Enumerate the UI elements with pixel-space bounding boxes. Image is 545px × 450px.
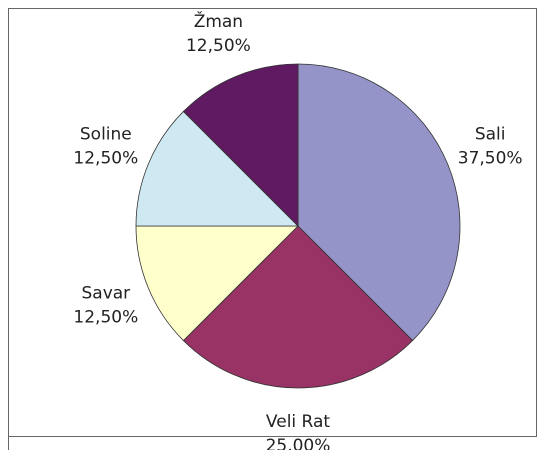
slice-name: Žman (194, 10, 243, 32)
slice-name: Sali (475, 124, 506, 144)
slice-name: Soline (80, 124, 132, 144)
slice-value-label: 12,50% (73, 308, 138, 328)
frame (8, 8, 537, 437)
pie-slice (182, 63, 299, 227)
slice-value-label: 37,50% (458, 148, 523, 168)
pie-slice (135, 225, 299, 342)
slice-value-label: 12,50% (186, 36, 251, 56)
slice-name: Veli Rat (266, 412, 330, 432)
pie-slice (182, 225, 414, 389)
pie-slice (297, 63, 461, 342)
slice-value-label: 25,00% (266, 436, 331, 450)
slice-value-label: 12,50% (73, 148, 138, 168)
slice-name: Savar (81, 284, 130, 304)
pie-slice (135, 110, 299, 227)
